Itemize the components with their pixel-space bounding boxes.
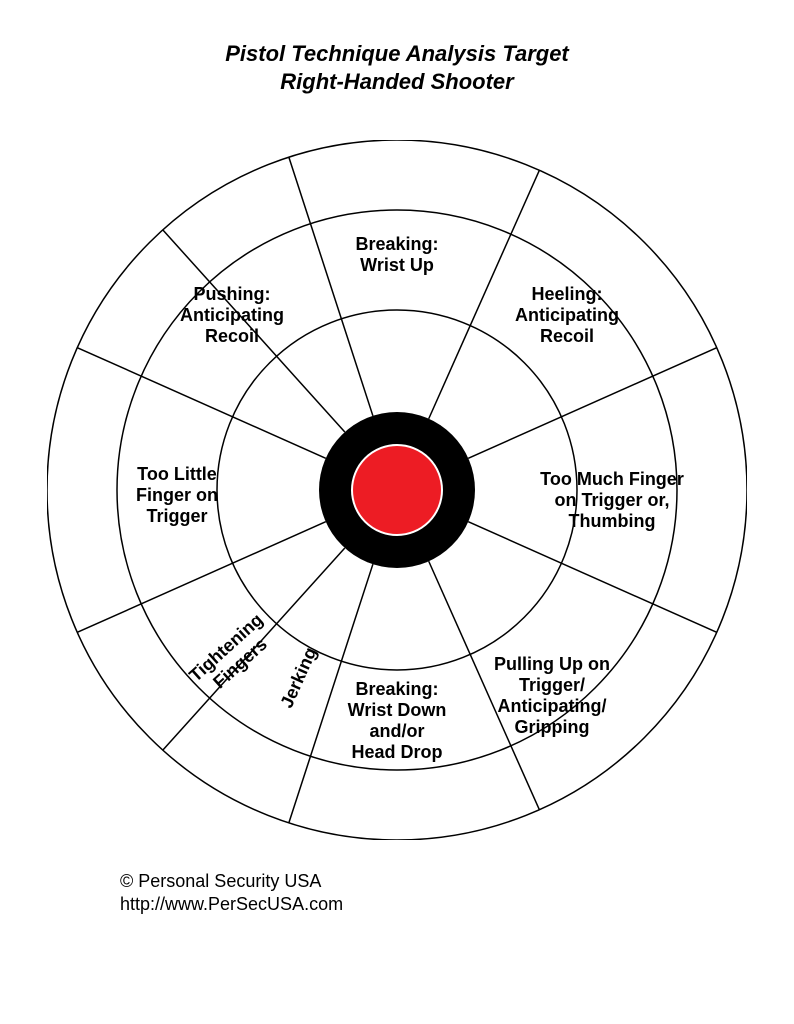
footer-line2: http://www.PerSecUSA.com	[120, 894, 343, 914]
segment-text: Pulling Up onTrigger/Anticipating/Grippi…	[494, 654, 610, 737]
spoke-line	[429, 170, 540, 418]
bullseye-red	[352, 445, 442, 535]
spoke-line	[468, 348, 716, 459]
segment-label-bottom-right: Pulling Up onTrigger/Anticipating/Grippi…	[494, 654, 610, 737]
segment-text: Jerking	[276, 644, 320, 711]
segment-label-bottom-left-a: Jerking	[276, 644, 320, 711]
spoke-line	[77, 522, 325, 633]
spoke-line	[289, 157, 373, 416]
segment-text: TighteningFingers	[185, 609, 281, 701]
segment-text: Too LittleFinger onTrigger	[136, 464, 218, 526]
footer-credit: © Personal Security USA http://www.PerSe…	[120, 870, 343, 917]
title-line2: Right-Handed Shooter	[280, 69, 513, 94]
segment-text: Pushing:AnticipatingRecoil	[180, 284, 284, 346]
target-diagram: Breaking:Wrist Up Heeling:AnticipatingRec…	[47, 140, 747, 840]
footer-line1: © Personal Security USA	[120, 871, 321, 891]
segment-label-top: Breaking:Wrist Up	[355, 234, 438, 275]
segment-text: Too Much Fingeron Trigger or,Thumbing	[540, 469, 684, 531]
segment-label-top-right: Heeling:AnticipatingRecoil	[515, 284, 619, 346]
spoke-line	[77, 348, 325, 459]
segment-label-left: Too LittleFinger onTrigger	[136, 464, 218, 526]
segment-label-bottom-left-b: TighteningFingers	[185, 609, 281, 701]
segment-label-top-left: Pushing:AnticipatingRecoil	[180, 284, 284, 346]
segment-label-right: Too Much Fingeron Trigger or,Thumbing	[540, 469, 684, 531]
segment-text: Breaking:Wrist Downand/orHead Drop	[348, 679, 447, 762]
segment-label-bottom: Breaking:Wrist Downand/orHead Drop	[348, 679, 447, 762]
title-line1: Pistol Technique Analysis Target	[225, 41, 569, 66]
segment-text: Breaking:Wrist Up	[355, 234, 438, 275]
segment-text: Heeling:AnticipatingRecoil	[515, 284, 619, 346]
spoke-line	[468, 522, 716, 633]
page-title: Pistol Technique Analysis Target Right-H…	[0, 40, 794, 95]
